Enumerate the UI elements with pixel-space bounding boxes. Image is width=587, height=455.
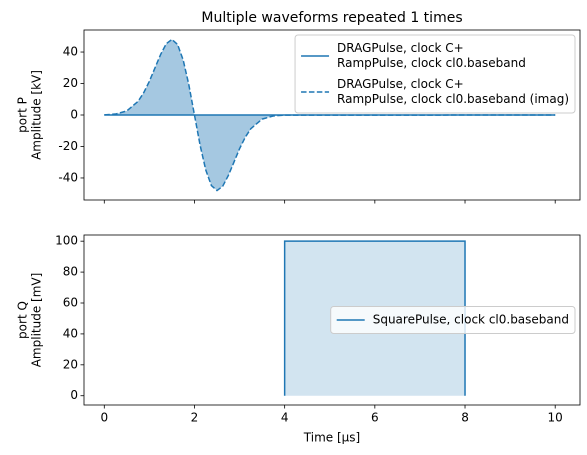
y-axis-label: port Q <box>16 301 30 339</box>
legend-label: DRAGPulse, clock C+ <box>337 41 464 55</box>
legend-box <box>294 34 576 114</box>
axes-frame <box>83 234 581 406</box>
x-tick-label: 0 <box>100 411 108 425</box>
y-tick-label: 40 <box>63 45 78 59</box>
legend-label: SquarePulse, clock cl0.baseband <box>373 313 569 327</box>
y-tick-label: 0 <box>70 108 78 122</box>
x-tick-label: 4 <box>281 411 289 425</box>
x-tick-label: 6 <box>371 411 379 425</box>
x-tick-label: 2 <box>191 411 199 425</box>
legend-label: RampPulse, clock cl0.baseband <box>337 56 526 70</box>
line <box>104 38 556 192</box>
y-axis-label: port P <box>16 97 30 133</box>
y-tick-label: 100 <box>55 234 78 248</box>
x-axis-label: Time [µs] <box>303 431 360 445</box>
legend: DRAGPulse, clock C+RampPulse, clock cl0.… <box>294 34 576 114</box>
y-tick-label: 40 <box>63 326 78 340</box>
y-tick-label: 20 <box>63 76 78 90</box>
y-tick-label: 60 <box>63 296 78 310</box>
chart-title: Multiple waveforms repeated 1 times <box>201 10 462 26</box>
legend-label: DRAGPulse, clock C+ <box>337 77 464 91</box>
legend-label: RampPulse, clock cl0.baseband (imag) <box>337 92 569 106</box>
x-tick-label: 10 <box>548 411 563 425</box>
legend: SquarePulse, clock cl0.baseband <box>330 306 576 334</box>
y-axis-label: Amplitude [kV] <box>30 70 44 160</box>
y-tick-label: -20 <box>58 139 78 153</box>
x-tick-label: 8 <box>461 411 469 425</box>
y-tick-label: -40 <box>58 170 78 184</box>
y-tick-label: 80 <box>63 265 78 279</box>
y-tick-label: 0 <box>70 388 78 402</box>
y-tick-label: 20 <box>63 357 78 371</box>
y-axis-label: Amplitude [mV] <box>30 273 44 368</box>
legend-box <box>330 306 576 334</box>
